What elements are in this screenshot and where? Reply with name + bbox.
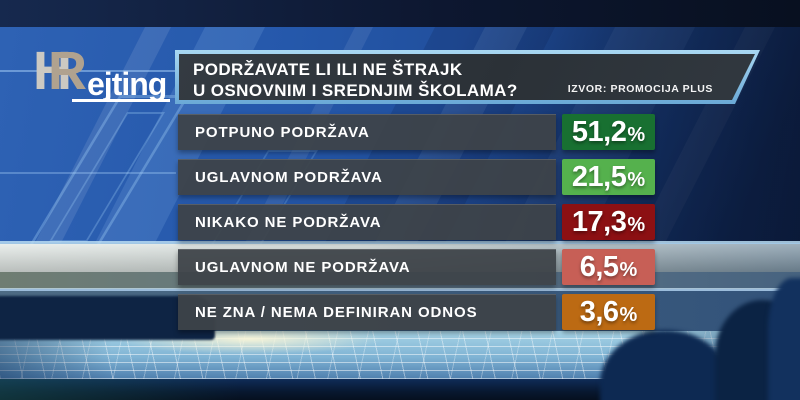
result-label: NE ZNA / NEMA DEFINIRAN ODNOS (195, 304, 478, 321)
result-label: UGLAVNOM PODRŽAVA (195, 169, 383, 186)
source-credit: IZVOR: PROMOCIJA PLUS (567, 83, 713, 95)
result-label-bar: POTPUNO PODRŽAVA (178, 114, 556, 150)
logo-letter-r: R (48, 41, 87, 101)
result-label-bar: NE ZNA / NEMA DEFINIRAN ODNOS (178, 294, 556, 330)
question-panel-inner: PODRŽAVATE LI ILI NE ŠTRAJK U OSNOVNIM I… (179, 54, 755, 100)
result-value-badge: 6,5 % (562, 249, 655, 285)
desk-edge-highlight (0, 288, 800, 291)
result-row: NE ZNA / NEMA DEFINIRAN ODNOS 3,6 % (178, 294, 656, 330)
logo-underline (72, 99, 170, 102)
result-value: 3,6 (579, 296, 619, 328)
result-value-badge: 3,6 % (562, 294, 655, 330)
poll-results-list: POTPUNO PODRŽAVA 51,2 % UGLAVNOM PODRŽAV… (178, 114, 656, 339)
result-label: POTPUNO PODRŽAVA (195, 124, 370, 141)
result-value: 17,3 (571, 206, 627, 238)
background-top-strip (0, 0, 800, 27)
result-row: NIKAKO NE PODRŽAVA 17,3 % (178, 204, 656, 240)
question-panel: PODRŽAVATE LI ILI NE ŠTRAJK U OSNOVNIM I… (175, 50, 760, 104)
logo-wordmark: ejting (87, 66, 167, 102)
chair-silhouette (768, 278, 800, 400)
percent-sign: % (619, 304, 638, 326)
percent-sign: % (619, 259, 638, 281)
result-value-badge: 17,3 % (562, 204, 655, 240)
result-label-bar: UGLAVNOM NE PODRŽAVA (178, 249, 556, 285)
question-line-2: U OSNOVNIM I SREDNJIM ŠKOLAMA? (193, 81, 518, 100)
question-line-1: PODRŽAVATE LI ILI NE ŠTRAJK (193, 60, 463, 79)
percent-sign: % (627, 124, 646, 146)
desk-edge-highlight (0, 241, 800, 244)
hrejting-logo: HR ejting (33, 44, 183, 110)
result-value-badge: 21,5 % (562, 159, 655, 195)
result-value: 51,2 (571, 116, 627, 148)
percent-sign: % (627, 214, 646, 236)
result-label-bar: NIKAKO NE PODRŽAVA (178, 204, 556, 240)
result-label: UGLAVNOM NE PODRŽAVA (195, 259, 411, 276)
result-value: 6,5 (579, 251, 619, 283)
question-title: PODRŽAVATE LI ILI NE ŠTRAJK U OSNOVNIM I… (193, 59, 518, 101)
logo-monogram: HR (33, 41, 87, 101)
result-label-bar: UGLAVNOM PODRŽAVA (178, 159, 556, 195)
percent-sign: % (627, 169, 646, 191)
result-value-badge: 51,2 % (562, 114, 655, 150)
logo-letter-h: H (33, 41, 72, 101)
result-row: POTPUNO PODRŽAVA 51,2 % (178, 114, 656, 150)
result-label: NIKAKO NE PODRŽAVA (195, 214, 382, 231)
result-row: UGLAVNOM NE PODRŽAVA 6,5 % (178, 249, 656, 285)
result-row: UGLAVNOM PODRŽAVA 21,5 % (178, 159, 656, 195)
result-value: 21,5 (571, 161, 627, 193)
